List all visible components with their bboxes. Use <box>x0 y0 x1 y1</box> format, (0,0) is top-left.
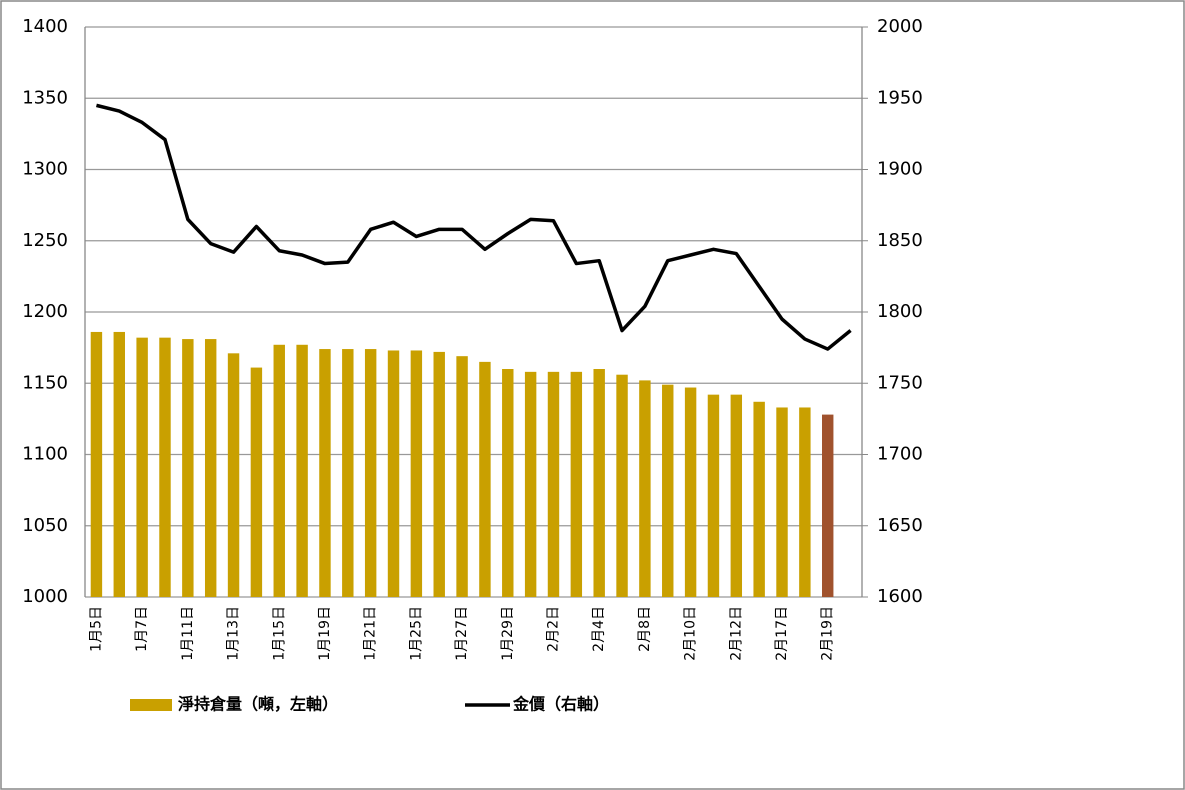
x-tick-label: 1月21日 <box>363 606 379 661</box>
y-tick-label: 1400 <box>22 16 68 37</box>
y-tick-label: 1250 <box>22 230 68 251</box>
bar <box>524 371 537 597</box>
bar <box>319 349 331 597</box>
bar <box>822 414 834 597</box>
bar <box>273 344 285 597</box>
bar <box>227 353 240 597</box>
x-tick-label: 1月27日 <box>454 606 470 661</box>
bar <box>616 374 628 597</box>
x-tick-label: 1月5日 <box>88 606 104 652</box>
bar <box>159 337 171 597</box>
y2-tick-label: 1650 <box>877 515 923 536</box>
x-tick-label: 1月13日 <box>226 606 242 661</box>
y-tick-label: 1050 <box>22 515 68 536</box>
y-tick-label: 1200 <box>22 301 68 322</box>
bar <box>250 367 263 597</box>
bar <box>593 369 605 597</box>
bar <box>730 394 743 597</box>
y2-tick-label: 1750 <box>877 372 923 393</box>
legend-label: 金價（右軸） <box>512 695 609 714</box>
x-tick-label: 1月15日 <box>271 606 287 661</box>
bar <box>296 344 308 597</box>
bar <box>479 361 491 597</box>
legend-swatch <box>130 699 172 711</box>
y2-tick-label: 1600 <box>877 586 923 607</box>
x-tick-label: 1月19日 <box>317 606 333 661</box>
y-tick-label: 1100 <box>22 444 68 465</box>
bar <box>776 407 788 597</box>
x-tick-label: 2月17日 <box>774 606 790 661</box>
y2-tick-label: 1800 <box>877 301 923 322</box>
bar <box>707 394 720 597</box>
bar <box>753 401 765 597</box>
bar <box>364 349 377 597</box>
x-tick-label: 2月4日 <box>591 606 607 652</box>
bar <box>639 380 651 597</box>
x-tick-label: 2月2日 <box>545 606 561 652</box>
x-tick-label: 2月10日 <box>683 606 699 661</box>
legend-label: 淨持倉量（噸，左軸） <box>178 695 338 714</box>
line <box>96 103 852 351</box>
x-tick-label: 1月11日 <box>180 606 196 661</box>
y-tick-label: 1000 <box>22 586 68 607</box>
x-tick-label: 2月8日 <box>637 606 653 652</box>
bar <box>342 349 354 597</box>
x-tick-label: 2月12日 <box>728 606 744 661</box>
bar <box>502 369 514 597</box>
y-tick-label: 1300 <box>22 159 68 180</box>
bar <box>684 387 697 597</box>
bar <box>90 331 103 597</box>
y-tick-label: 1350 <box>22 87 68 108</box>
x-tick-label: 1月7日 <box>134 606 150 652</box>
y-tick-label: 1150 <box>22 372 68 393</box>
y2-tick-label: 1700 <box>877 444 923 465</box>
x-tick-label: 1月29日 <box>500 606 516 661</box>
bar <box>410 350 423 597</box>
bar <box>387 350 400 597</box>
bar <box>547 371 560 597</box>
x-tick-label: 2月19日 <box>820 606 836 661</box>
y2-tick-label: 1950 <box>877 87 923 108</box>
y2-tick-label: 2000 <box>877 16 923 37</box>
bar <box>136 337 148 597</box>
bar <box>113 331 125 597</box>
bar <box>570 371 583 597</box>
y2-tick-label: 1900 <box>877 159 923 180</box>
bar <box>182 339 194 597</box>
bar <box>456 356 468 597</box>
bar <box>433 351 445 597</box>
bar <box>662 384 674 597</box>
bar <box>204 339 217 597</box>
x-tick-label: 1月25日 <box>408 606 424 661</box>
bar <box>799 407 811 597</box>
y2-tick-label: 1850 <box>877 230 923 251</box>
